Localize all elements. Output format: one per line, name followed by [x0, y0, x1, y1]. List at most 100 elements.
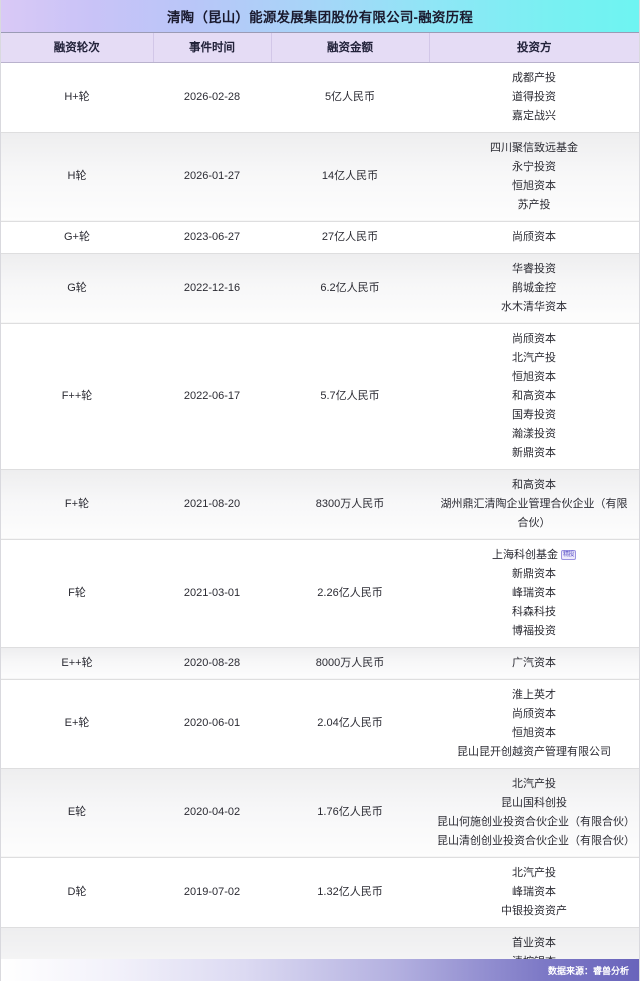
cell-investors: 成都产投道得投资嘉定战兴: [429, 62, 639, 133]
investor-name: 永宁投资: [512, 160, 556, 173]
page-title: 清陶（昆山）能源发展集团股份有限公司-融资历程: [166, 10, 474, 25]
cell-financing-round: G轮: [1, 253, 153, 324]
title-bar: 清陶（昆山）能源发展集团股份有限公司-融资历程: [1, 0, 639, 33]
investor-name: 尚颀资本: [512, 332, 556, 345]
table-row: E轮 2020-04-02 1.76亿人民币 北汽产投 昆山国科创投 昆山何施创业投资合伙…: [1, 768, 639, 858]
cell-financing-round: H轮: [1, 132, 153, 222]
column-header-round: 融资轮次: [1, 33, 154, 63]
data-source-label: 数据来源：睿兽分析: [547, 965, 629, 976]
table-row: E++轮 2020-08-28 8000万人民币 广汽资本: [1, 647, 639, 680]
cell-event-date: 2026-01-27: [153, 132, 271, 222]
investor-name: 广汽资本: [512, 656, 556, 669]
cell-investors: 淮上英才尚颀资本恒旭资本昆山昆开创越资产管理有限公司: [429, 679, 639, 769]
investor-name: 和高资本: [512, 389, 556, 402]
table-row: G轮 2022-12-16 6.2亿人民币 华睿投资 鹃城金控 水木清华资本: [1, 253, 639, 324]
cell-investors: 北汽产投峰瑞资本中银投资资产: [429, 857, 639, 928]
investor-name: 北汽产投: [512, 777, 556, 790]
cell-financing-round: F+轮: [1, 469, 153, 540]
investor-name: 淮上英才: [512, 688, 556, 701]
cell-investors: 尚颀资本: [429, 221, 639, 254]
investor-name: 和高资本: [512, 478, 556, 491]
cell-financing-round: G+轮: [1, 221, 153, 254]
table-body: H+轮 2026-02-28 5亿人民币 成都产投 道得投资 嘉定战兴 H轮 2026-01-…: [1, 62, 639, 981]
cell-event-date: 2021-08-20: [153, 469, 271, 540]
investor-name: 恒旭资本: [512, 370, 556, 383]
investor-name: 首业资本: [512, 936, 556, 949]
cell-investors: 和高资本湖州鼎汇清陶企业管理合伙企业（有限合伙）: [429, 469, 639, 540]
investor-name: 科森科技: [512, 605, 556, 618]
investor-name: 尚颀资本: [512, 230, 556, 243]
investor-name: 北汽产投: [512, 351, 556, 364]
cell-event-date: 2020-08-28: [153, 647, 271, 680]
investor-name: 新鼎资本: [512, 446, 556, 459]
financing-history-table: 融资轮次 事件时间 融资金额 投资方 H+轮 2026-02-28 5亿人民币 成都产…: [1, 33, 639, 981]
cell-event-date: 2026-02-28: [153, 62, 271, 133]
cell-event-date: 2023-06-27: [153, 221, 271, 254]
investor-name: 昆山清创创业投资合伙企业（有限合伙）: [437, 834, 635, 847]
cell-financing-round: E+轮: [1, 679, 153, 769]
investor-name: 中银投资资产: [501, 904, 567, 917]
investor-name: 恒旭资本: [512, 726, 556, 739]
investor-name: 鹃城金控: [512, 281, 556, 294]
investor-name: 恒旭资本: [512, 179, 556, 192]
investor-name: 上海科创基金 精投: [491, 548, 576, 561]
table-row: G+轮 2023-06-27 27亿人民币 尚颀资本: [1, 221, 639, 254]
cell-investors: 华睿投资 鹃城金控 水木清华资本: [429, 253, 639, 324]
cell-financing-round: H+轮: [1, 62, 153, 133]
cell-financing-round: E++轮: [1, 647, 153, 680]
cell-investors: 北汽产投 昆山国科创投 昆山何施创业投资合伙企业（有限合伙） 昆山清创创业投资合伙企业…: [429, 768, 639, 858]
cell-event-date: 2019-07-02: [153, 857, 271, 928]
cell-financing-amount: 2.04亿人民币: [271, 679, 429, 769]
cell-financing-amount: 6.2亿人民币: [271, 253, 429, 324]
investor-badge: 精投: [560, 549, 576, 560]
investor-name: 道得投资: [512, 90, 556, 103]
column-header-investors: 投资方: [429, 33, 639, 63]
footer-bar: 数据来源：睿兽分析: [1, 959, 639, 981]
table-row: D轮 2019-07-02 1.32亿人民币 北汽产投 峰瑞资本 中银投资资产: [1, 857, 639, 928]
cell-financing-round: F++轮: [1, 323, 153, 470]
investor-name: 华睿投资: [512, 262, 556, 275]
cell-financing-amount: 8300万人民币: [271, 469, 429, 540]
cell-financing-amount: 14亿人民币: [271, 132, 429, 222]
cell-event-date: 2020-06-01: [153, 679, 271, 769]
cell-investors: 上海科创基金 精投 新鼎资本 峰瑞资本 科森科技 博福投资: [429, 539, 639, 648]
cell-financing-amount: 5亿人民币: [271, 62, 429, 133]
table-row: F++轮 2022-06-17 5.7亿人民币 尚颀资本北汽产投恒旭资本和高资本国寿投…: [1, 323, 639, 470]
investor-name: 苏产投: [517, 198, 551, 211]
investor-name: 成都产投: [512, 71, 556, 84]
cell-investors: 广汽资本: [429, 647, 639, 680]
cell-event-date: 2021-03-01: [153, 539, 271, 648]
investor-name: 国寿投资: [512, 408, 556, 421]
cell-financing-amount: 8000万人民币: [271, 647, 429, 680]
table-header: 融资轮次 事件时间 融资金额 投资方: [1, 33, 639, 63]
investor-name: 昆山何施创业投资合伙企业（有限合伙）: [437, 815, 635, 828]
cell-investors: 四川聚信致远基金 永宁投资恒旭资本苏产投: [429, 132, 639, 222]
cell-event-date: 2022-12-16: [153, 253, 271, 324]
investor-name: 尚颀资本: [512, 707, 556, 720]
investor-name: 四川聚信致远基金: [490, 141, 578, 154]
cell-financing-amount: 5.7亿人民币: [271, 323, 429, 470]
investor-name: 博福投资: [512, 624, 556, 637]
table-row: H+轮 2026-02-28 5亿人民币 成都产投 道得投资 嘉定战兴: [1, 62, 639, 133]
investor-name: 北汽产投: [512, 866, 556, 879]
investor-name: 新鼎资本: [512, 567, 556, 580]
cell-financing-amount: 2.26亿人民币: [271, 539, 429, 648]
column-header-amount: 融资金额: [271, 33, 430, 63]
table-row: F轮 2021-03-01 2.26亿人民币 上海科创基金 精投 新鼎资本 峰瑞资本 科森科技…: [1, 539, 639, 648]
investor-name: 昆山昆开创越资产管理有限公司: [457, 745, 611, 758]
cell-financing-amount: 1.76亿人民币: [271, 768, 429, 858]
cell-event-date: 2022-06-17: [153, 323, 271, 470]
investor-name: 峰瑞资本: [512, 885, 556, 898]
cell-financing-amount: 1.32亿人民币: [271, 857, 429, 928]
investor-name: 湖州鼎汇清陶企业管理合伙企业（有限合伙）: [440, 497, 628, 529]
cell-event-date: 2020-04-02: [153, 768, 271, 858]
cell-investors: 尚颀资本 北汽产投 恒旭资本 和高资本 国寿投资 瀚漾投资 新鼎资本: [429, 323, 639, 470]
table-row: H轮 2026-01-27 14亿人民币 四川聚信致远基金 永宁投资 恒旭资本 苏产投: [1, 132, 639, 222]
investor-name: 嘉定战兴: [512, 109, 556, 122]
cell-financing-amount: 27亿人民币: [271, 221, 429, 254]
table-row: E+轮 2020-06-01 2.04亿人民币 淮上英才 尚颀资本 恒旭资本 昆山昆开创越资…: [1, 679, 639, 769]
cell-financing-round: F轮: [1, 539, 153, 648]
column-header-date: 事件时间: [153, 33, 272, 63]
cell-financing-round: E轮: [1, 768, 153, 858]
